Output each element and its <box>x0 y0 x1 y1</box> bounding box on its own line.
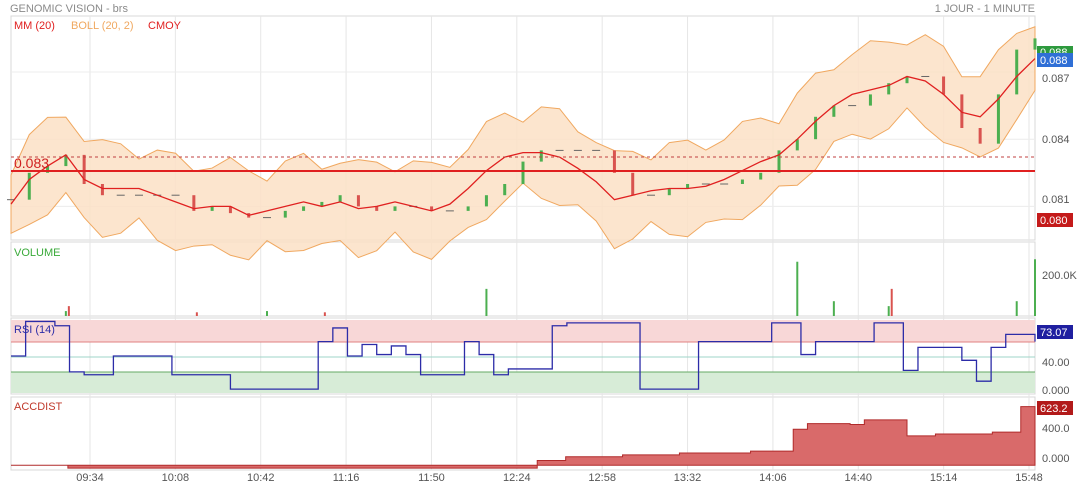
rsi-label: RSI (14) <box>14 324 55 336</box>
x-tick-label: 11:50 <box>418 472 445 484</box>
reference-line-label: 0.083 <box>14 155 49 171</box>
bollinger-band <box>10 26 1036 261</box>
price-candle <box>64 154 68 167</box>
price-candle <box>283 210 287 218</box>
price-candle <box>686 184 690 189</box>
volume-bar-down <box>890 288 893 316</box>
x-tick-label: 13:32 <box>674 472 702 484</box>
volume-bar-up <box>1015 301 1018 316</box>
accdist-area <box>11 406 1036 469</box>
price-candle <box>905 76 909 84</box>
panel-frame-vol <box>10 241 1036 317</box>
accdist-tick-400: 400.0 <box>1042 423 1070 435</box>
price-tick-0087: 0.087 <box>1042 73 1070 85</box>
price-candle <box>484 195 488 207</box>
price-candle <box>832 105 836 117</box>
price-tick-0081: 0.081 <box>1042 194 1070 206</box>
x-tick-label: 10:08 <box>162 472 190 484</box>
price-candle <box>612 150 616 173</box>
low-price-text: 0.080 <box>1040 215 1068 227</box>
rsi-tick-40: 40.00 <box>1042 357 1070 369</box>
rsi-tick-0: 0.000 <box>1042 385 1070 397</box>
price-candle <box>521 161 525 184</box>
rsi-oversold-zone <box>11 372 1035 393</box>
price-candle <box>375 206 379 211</box>
price-candle <box>814 116 818 140</box>
volume-bar-down <box>67 306 70 316</box>
price-candle <box>740 179 744 184</box>
x-tick-label: 15:14 <box>930 472 958 484</box>
price-candle <box>942 76 946 95</box>
volume-bar-up <box>832 301 835 316</box>
price-candle <box>759 172 763 180</box>
chart-title: GENOMIC VISION - brs <box>10 3 128 15</box>
x-tick-label: 14:06 <box>759 472 787 484</box>
price-candle <box>192 195 196 211</box>
accdist-badge-text: 623.2 <box>1040 403 1068 415</box>
x-tick-label: 12:58 <box>588 472 616 484</box>
price-candle <box>356 195 360 207</box>
legend-cmoy[interactable]: CMOY <box>148 20 182 32</box>
volume-bar-down <box>195 312 198 316</box>
x-tick-label: 15:48 <box>1015 472 1043 484</box>
price-candle <box>1015 49 1019 95</box>
volume-bar-up <box>796 261 799 316</box>
panel-frame-price <box>10 15 1036 241</box>
price-candle <box>466 206 470 211</box>
volume-tick-200k: 200.0K <box>1042 270 1078 282</box>
price-candle <box>795 139 799 151</box>
price-candle <box>228 206 232 214</box>
rsi-overbought-zone <box>11 320 1035 342</box>
rsi-line <box>11 320 1036 390</box>
moving-average-line <box>10 58 1036 217</box>
price-candle <box>100 184 104 196</box>
price-candle <box>996 94 1000 144</box>
price-candle <box>302 206 306 211</box>
volume-bar-up <box>1034 259 1036 316</box>
x-tick-label: 14:40 <box>845 472 873 484</box>
volume-bar-up <box>485 288 488 316</box>
price-candle <box>27 172 31 200</box>
price-candle <box>393 206 397 211</box>
price-candle <box>868 94 872 106</box>
x-tick-label: 12:24 <box>503 472 531 484</box>
accdist-badge <box>1037 401 1073 415</box>
volume-bar-up <box>266 311 268 316</box>
last-price-badge <box>1037 53 1073 67</box>
volume-bar-up <box>64 311 67 316</box>
low-price-badge <box>1037 213 1073 227</box>
price-candle <box>1033 38 1037 50</box>
price-candle <box>338 195 342 202</box>
volume-bar-up <box>887 306 890 316</box>
price-candle <box>539 150 543 162</box>
accdist-label: ACCDIST <box>14 401 63 413</box>
x-tick-label: 11:16 <box>333 472 360 484</box>
volume-bar-down <box>323 312 326 316</box>
volume-label: VOLUME <box>14 247 60 259</box>
price-candle <box>887 83 891 95</box>
accdist-tick-0: 0.000 <box>1042 453 1070 465</box>
period-label: 1 JOUR - 1 MINUTE <box>934 3 1035 15</box>
price-candle <box>978 128 982 144</box>
legend-boll[interactable]: BOLL (20, 2) <box>71 20 134 32</box>
legend-ma[interactable]: MM (20) <box>14 20 55 32</box>
price-candle <box>777 150 781 173</box>
price-candle <box>667 188 671 196</box>
last-price-text: 0.088 <box>1040 55 1068 67</box>
x-tick-label: 10:42 <box>247 472 275 484</box>
price-candle <box>82 154 86 184</box>
price-candle <box>430 206 434 211</box>
price-candle <box>320 201 324 207</box>
price-candle <box>46 166 50 173</box>
price-candle <box>631 172 635 196</box>
rsi-badge-text: 73.07 <box>1040 327 1068 339</box>
rsi-badge <box>1037 325 1073 339</box>
price-candle <box>960 94 964 128</box>
price-candle <box>503 184 507 196</box>
price-candle <box>210 206 214 211</box>
price-tick-0084: 0.084 <box>1042 134 1070 146</box>
x-tick-label: 09:34 <box>76 472 104 484</box>
